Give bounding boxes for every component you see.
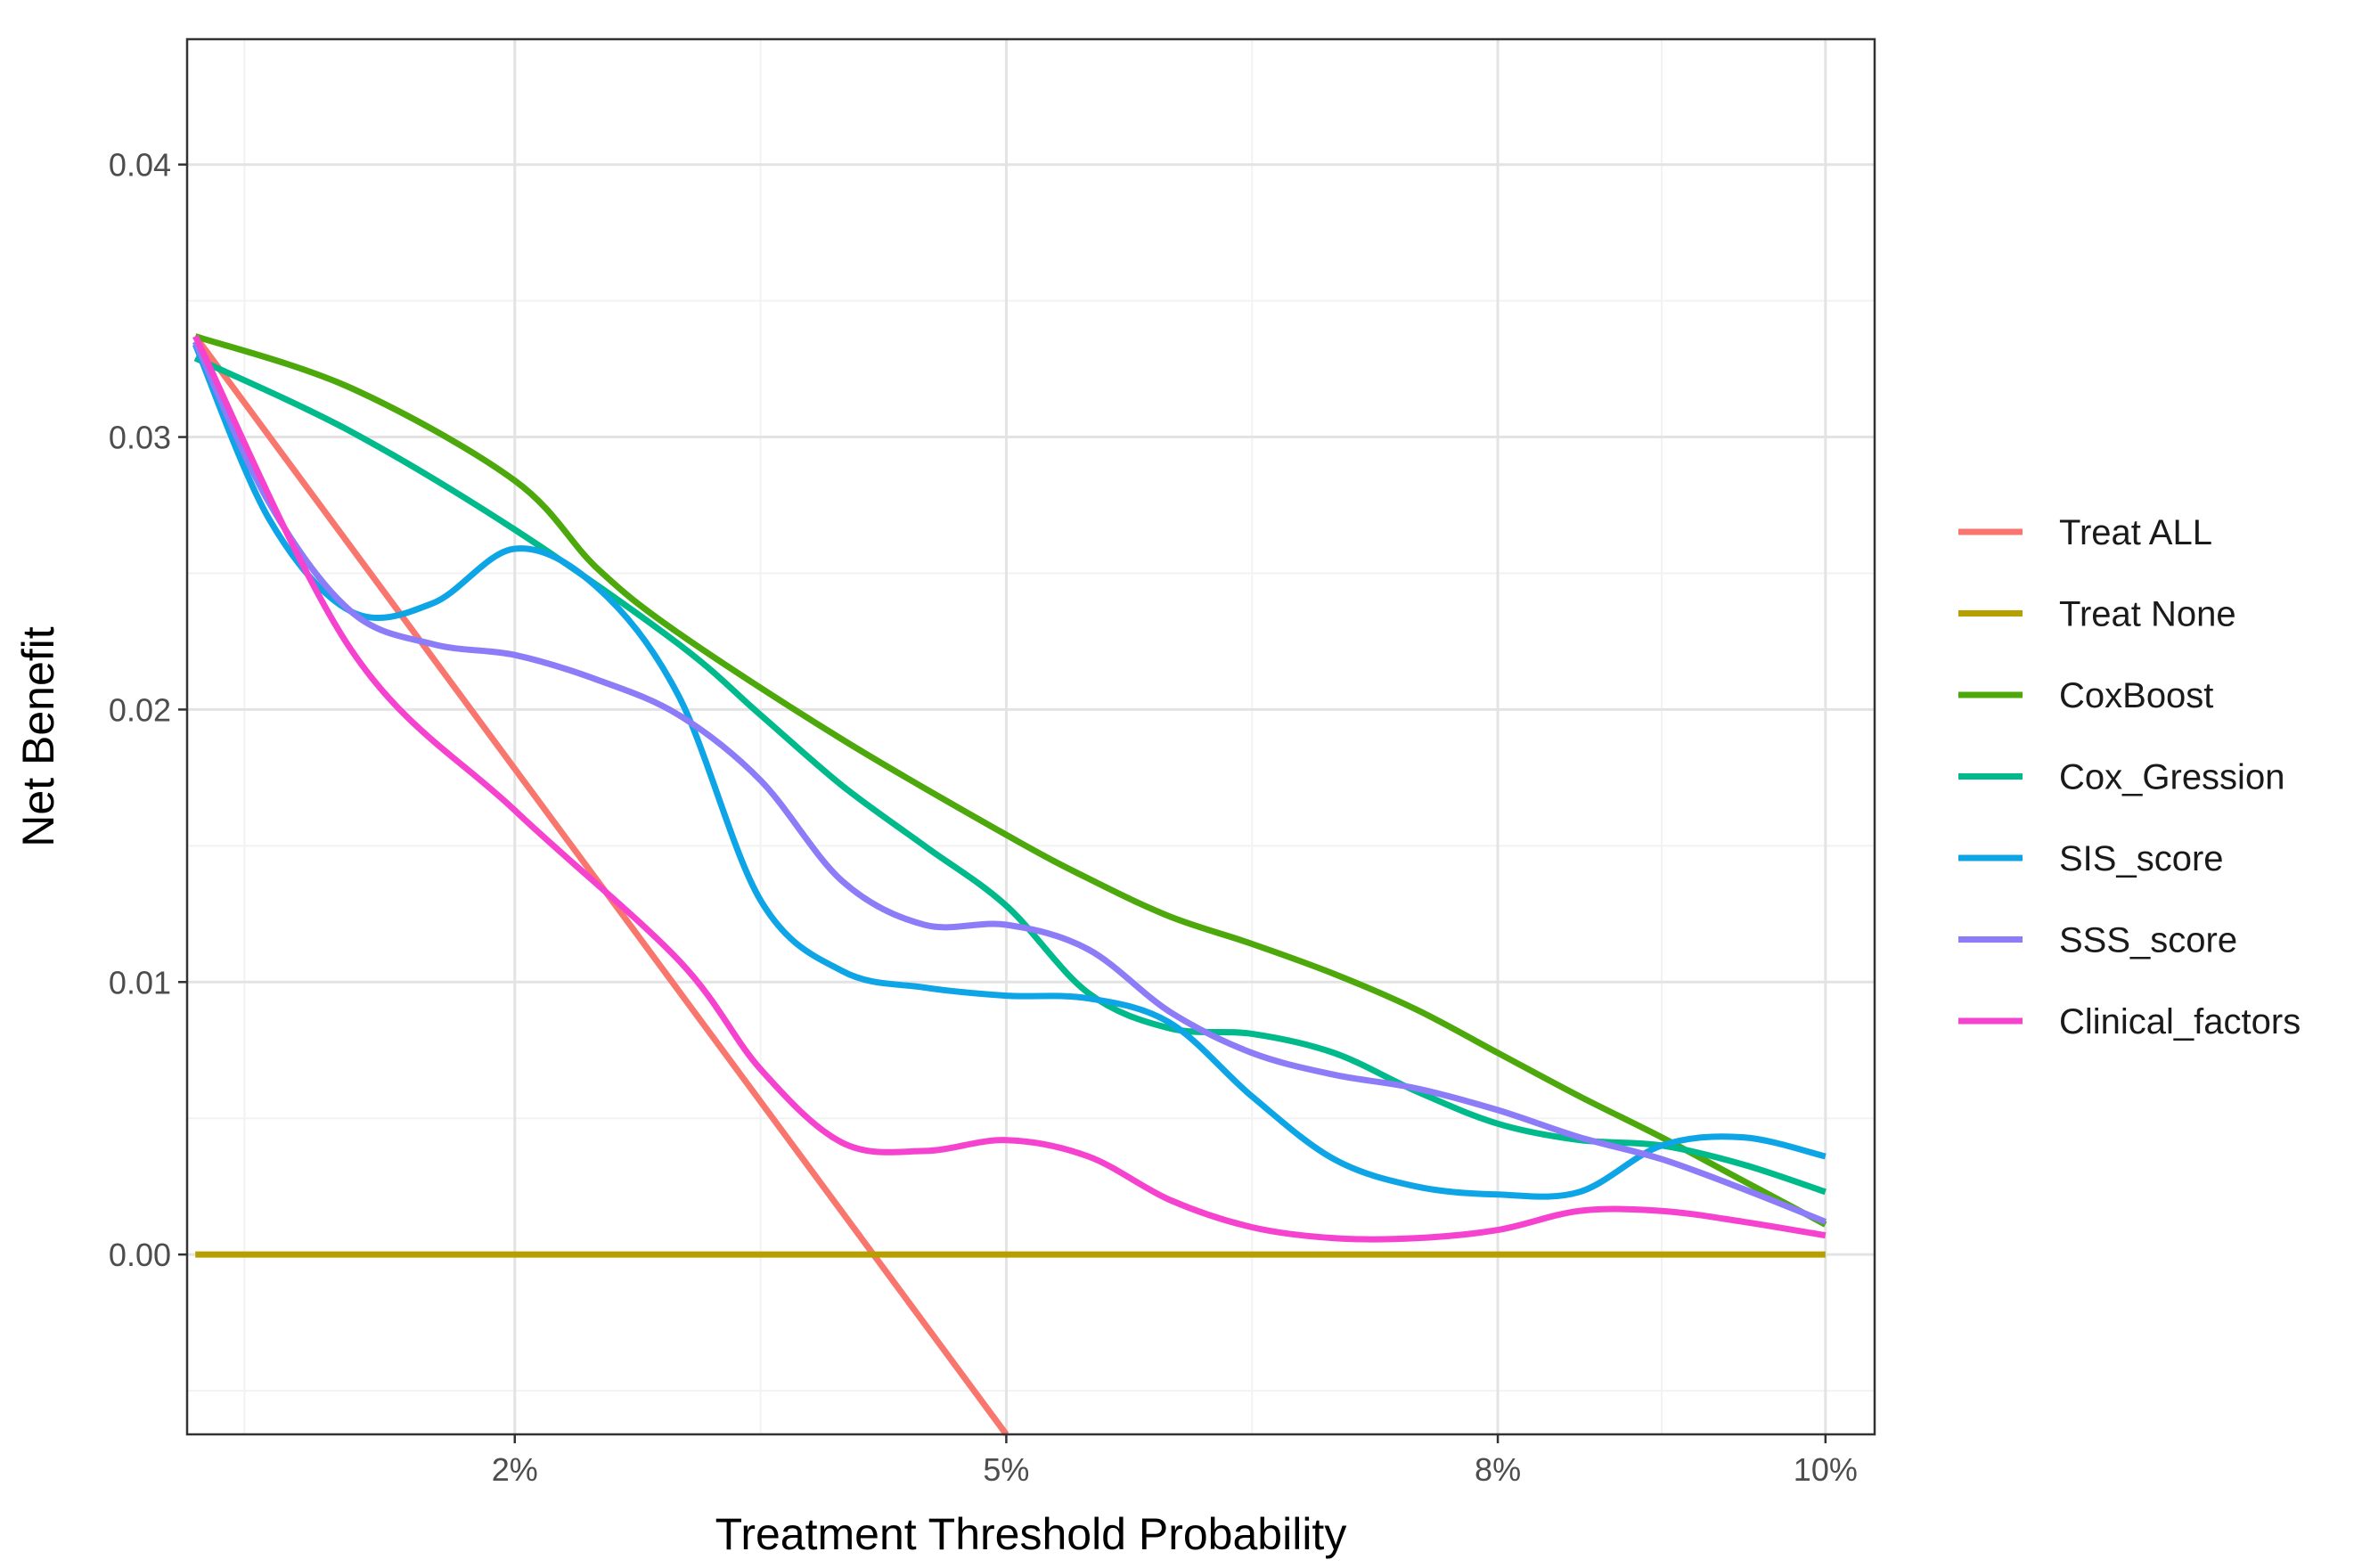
- series-line-clinical-factors: [192, 334, 1827, 1243]
- y-tick-label: 0.01: [109, 964, 171, 1000]
- legend-label: Cox_Gression: [2059, 758, 2284, 797]
- x-axis: 2% 5% 8% 10%: [492, 1434, 1858, 1488]
- legend-item-sss-score: SSS_score: [1958, 921, 2237, 960]
- legend-label: Treat None: [2059, 595, 2236, 634]
- legend-item-cox-gression: Cox_Gression: [1958, 758, 2284, 797]
- legend-label: SSS_score: [2059, 921, 2237, 960]
- plot-border: [185, 37, 1876, 1436]
- x-tick-label: 5%: [983, 1451, 1029, 1488]
- x-tick-label: 2%: [492, 1451, 538, 1488]
- x-axis-title: Treatment Threshold Probability: [715, 1509, 1347, 1559]
- y-tick-label: 0.00: [109, 1237, 171, 1273]
- y-tick-label: 0.03: [109, 420, 171, 456]
- legend-label: SIS_score: [2059, 839, 2224, 878]
- series-lines: [192, 333, 1827, 1437]
- legend-item-treat-all: Treat ALL: [1958, 513, 2212, 552]
- legend-item-clinical-factors: Clinical_factors: [1958, 1002, 2301, 1041]
- series-line-sis-score: [192, 343, 1827, 1200]
- y-tick-label: 0.04: [109, 147, 171, 184]
- y-axis: 0.00 0.01 0.02 0.03 0.04: [109, 147, 187, 1273]
- legend-item-treat-none: Treat None: [1958, 595, 2236, 634]
- legend-label: Clinical_factors: [2059, 1002, 2301, 1041]
- legend-label: Treat ALL: [2059, 513, 2212, 552]
- legend-item-sis-score: SIS_score: [1958, 839, 2224, 878]
- x-tick-label: 10%: [1794, 1451, 1858, 1488]
- legend-item-coxboost: CoxBoost: [1958, 676, 2213, 715]
- plot-panel: [187, 39, 1875, 1434]
- x-tick-label: 8%: [1475, 1451, 1521, 1488]
- y-tick-label: 0.02: [109, 691, 171, 728]
- y-axis-title: Net Benefit: [13, 626, 63, 846]
- legend: Treat ALL Treat None CoxBoost Cox_Gression S…: [1958, 513, 2301, 1041]
- series-line-coxboost: [194, 333, 1827, 1228]
- series-line-sss-score: [192, 340, 1827, 1225]
- legend-label: CoxBoost: [2059, 676, 2213, 715]
